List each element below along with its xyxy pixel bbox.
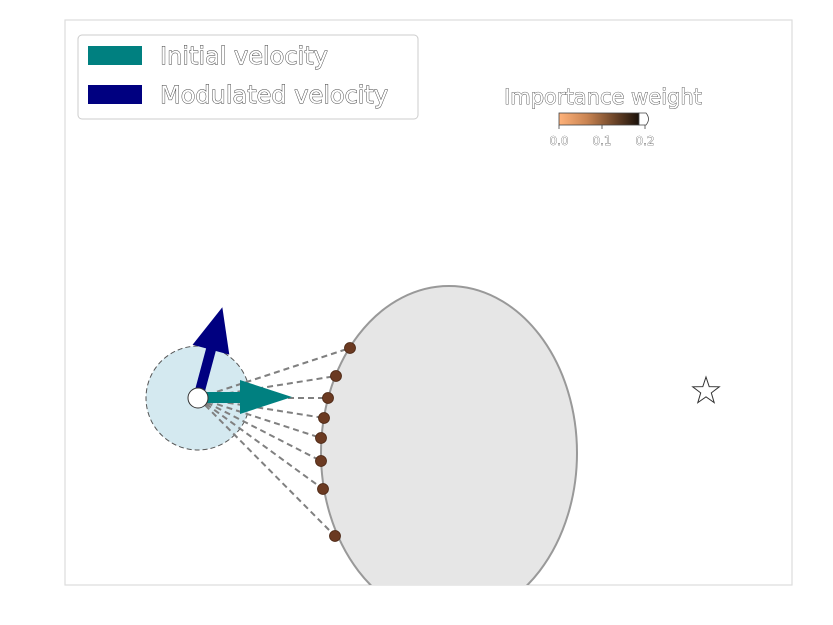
legend-swatch-modulated bbox=[88, 85, 142, 104]
initial-velocity-arrow bbox=[198, 380, 292, 414]
colorbar-tick-1: 0.1 bbox=[592, 134, 611, 148]
sample-point bbox=[318, 412, 330, 424]
sample-point bbox=[317, 483, 329, 495]
colorbar-extend bbox=[638, 112, 649, 126]
sample-point bbox=[329, 530, 341, 542]
sample-point bbox=[330, 370, 342, 382]
legend: Initial velocity Modulated velocity bbox=[77, 34, 419, 120]
legend-label-modulated: Modulated velocity bbox=[160, 81, 388, 109]
sample-ray bbox=[197, 397, 322, 439]
colorbar-tick-2: 0.2 bbox=[635, 134, 654, 148]
sample-point bbox=[315, 432, 327, 444]
sample-ray bbox=[197, 397, 336, 537]
sample-point bbox=[322, 392, 334, 404]
colorbar: Importance weight 0.0 0.1 0.2 bbox=[504, 85, 703, 149]
legend-swatch-initial bbox=[88, 46, 142, 65]
sample-ray bbox=[197, 397, 324, 490]
sample-points bbox=[315, 342, 356, 542]
legend-box bbox=[77, 34, 419, 120]
sample-point bbox=[344, 342, 356, 354]
sample-ray bbox=[197, 347, 351, 399]
sample-point bbox=[315, 455, 327, 467]
legend-label-initial: Initial velocity bbox=[160, 42, 328, 70]
plot-area bbox=[145, 285, 721, 585]
sample-ray bbox=[197, 397, 322, 462]
colorbar-tick-0: 0.0 bbox=[549, 134, 568, 148]
modulated-velocity-arrow bbox=[192, 307, 230, 400]
colorbar-title: Importance weight bbox=[504, 85, 702, 109]
colorbar-gradient bbox=[558, 112, 640, 126]
star-icon bbox=[691, 375, 721, 404]
agent-center bbox=[187, 387, 209, 409]
obstacle bbox=[320, 285, 578, 585]
